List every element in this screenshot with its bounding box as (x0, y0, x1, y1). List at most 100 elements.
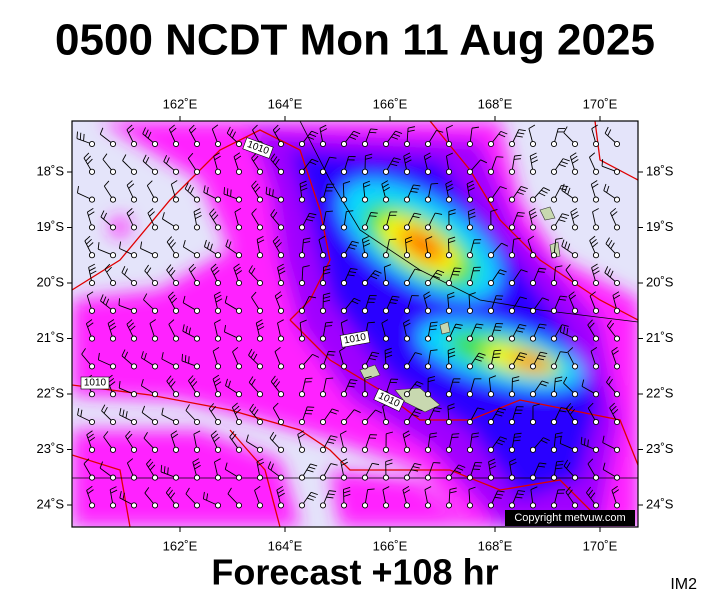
barb-station (193, 418, 201, 426)
barb-feather (203, 185, 206, 193)
barb-feather (250, 267, 256, 275)
barb-station (361, 252, 369, 259)
wind-barb (487, 490, 505, 509)
barb-feather (518, 490, 526, 492)
barb-feather (276, 485, 284, 491)
barb-feather (468, 211, 476, 216)
wind-barb (424, 269, 445, 287)
barb-feather (363, 180, 371, 185)
barb-feather (168, 239, 174, 246)
wind-barb (382, 211, 398, 231)
barb-station (508, 224, 516, 231)
barb-station (172, 474, 180, 481)
barb-station (277, 279, 285, 287)
barb-feather (540, 439, 548, 444)
wind-barb (126, 319, 138, 342)
wind-barb (424, 486, 432, 509)
barb-feather (414, 383, 422, 388)
barb-feather (167, 467, 169, 475)
wind-barb (487, 407, 506, 426)
barb-station (256, 224, 264, 231)
barb-station (172, 418, 180, 426)
barb-feather (385, 351, 393, 355)
barb-feather (274, 127, 281, 134)
barb-feather (490, 208, 498, 212)
barb-feather (350, 379, 358, 382)
barb-feather (277, 319, 284, 324)
wind-barb (561, 183, 579, 203)
wind-barb (270, 153, 285, 175)
wind-barb (143, 431, 159, 453)
barb-station (382, 140, 390, 148)
wind-barb (382, 238, 397, 259)
barb-station (130, 224, 138, 231)
wind-barb (587, 402, 600, 426)
barb-station (151, 335, 159, 342)
barb-feather (561, 324, 569, 327)
barb-feather (528, 208, 536, 213)
wind-barb (119, 241, 138, 259)
barb-feather (391, 160, 400, 164)
barb-feather (226, 188, 229, 196)
wind-barb (319, 350, 336, 370)
barb-station (613, 168, 621, 175)
wind-barb (602, 462, 621, 481)
barb-feather (213, 436, 220, 443)
barb-station (340, 363, 348, 370)
barb-feather (119, 491, 122, 499)
barb-feather (348, 247, 356, 250)
wind-barb (466, 461, 483, 481)
barb-station (340, 391, 348, 398)
barb-station (550, 363, 558, 370)
barb-feather (161, 352, 164, 360)
barb-station (130, 335, 138, 342)
barb-feather (411, 469, 419, 472)
wind-barb (529, 380, 549, 398)
barb-station (88, 224, 96, 231)
wind-barb (340, 156, 356, 175)
barb-feather (214, 458, 221, 463)
wind-barb (184, 182, 201, 203)
barb-station (277, 168, 285, 175)
wind-barb (319, 124, 328, 148)
barb-station (130, 391, 138, 398)
barb-station (319, 418, 327, 426)
barb-station (319, 474, 327, 481)
barb-station (382, 224, 390, 231)
wind-barb (445, 378, 461, 398)
wind-barb (466, 432, 480, 453)
barb-station (424, 252, 432, 259)
wind-barb (182, 239, 201, 259)
wind-barb (118, 298, 138, 314)
wind-barb (166, 236, 180, 259)
barb-station (109, 140, 117, 148)
barb-feather (447, 403, 455, 407)
barb-feather (467, 183, 475, 188)
barb-station (403, 391, 411, 398)
barb-feather (224, 324, 227, 333)
wind-barb (225, 239, 243, 259)
barb-station (613, 252, 621, 259)
barb-station (298, 418, 306, 426)
barb-station (592, 252, 600, 259)
barb-station (298, 502, 306, 509)
wind-barb (445, 124, 453, 148)
barb-station (550, 418, 558, 426)
wind-barb (86, 485, 96, 509)
wind-barb (563, 376, 579, 398)
barb-feather (170, 127, 177, 134)
wind-barb (340, 267, 358, 287)
barb-feather (512, 379, 520, 383)
barb-feather (560, 351, 568, 354)
barb-feather (567, 347, 574, 353)
wind-barb (100, 294, 117, 314)
barb-feather (214, 319, 221, 324)
title: 0500 NCDT Mon 11 Aug 2025 (55, 16, 655, 65)
barb-station (466, 252, 474, 259)
barb-station (571, 391, 579, 398)
barb-station (445, 224, 453, 231)
barb-feather (364, 375, 372, 379)
barb-station (424, 140, 432, 148)
barb-station (487, 363, 495, 370)
barb-feather (245, 434, 249, 442)
